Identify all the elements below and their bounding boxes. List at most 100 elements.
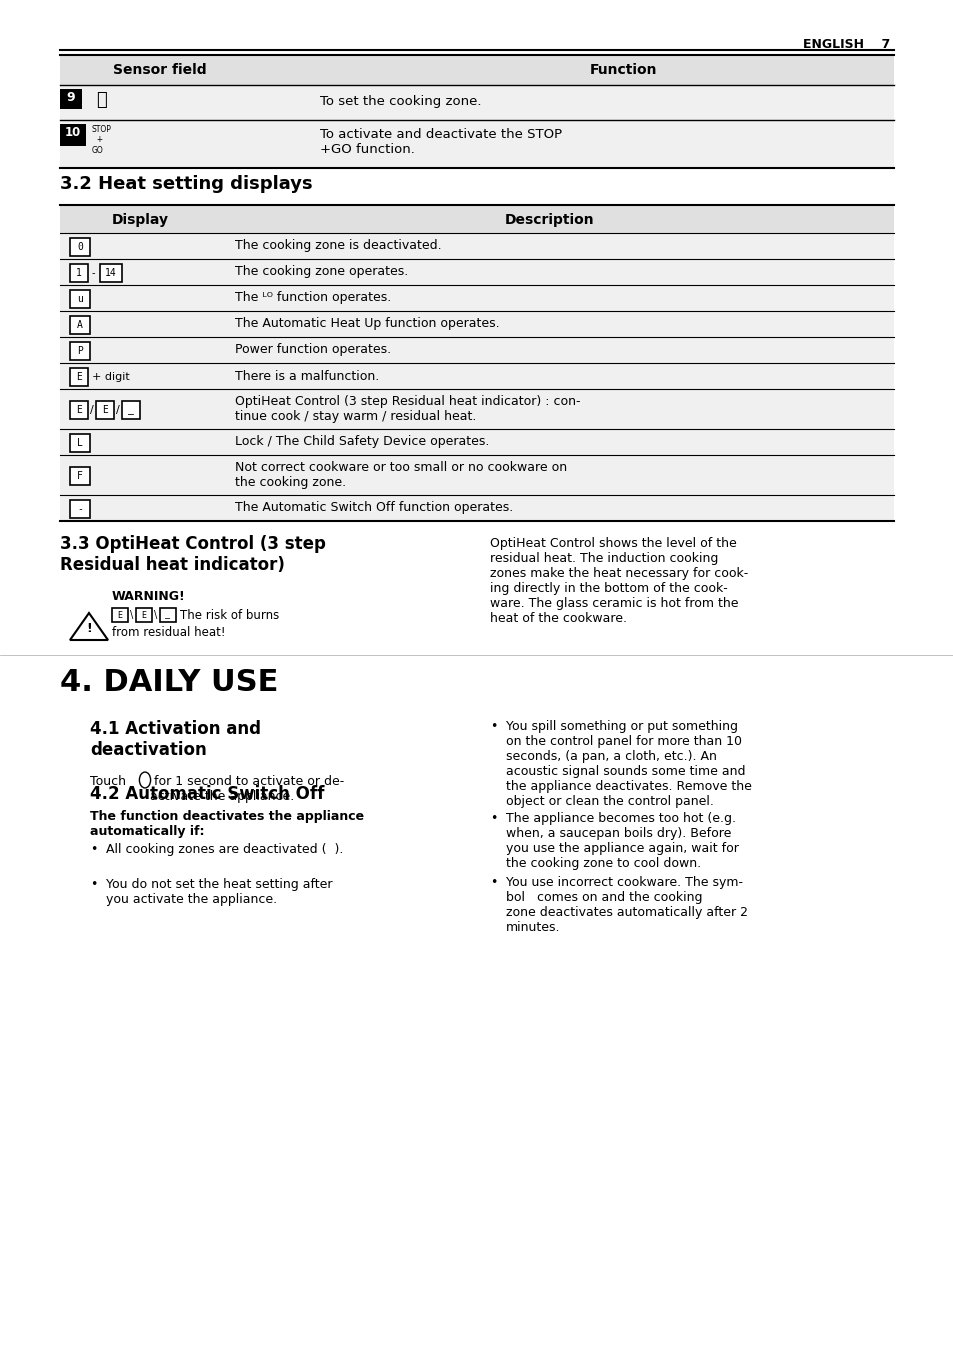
Circle shape xyxy=(139,772,151,788)
Bar xyxy=(60,124,86,146)
Text: !: ! xyxy=(86,622,91,634)
Text: -: - xyxy=(91,268,95,279)
FancyBboxPatch shape xyxy=(70,368,88,387)
Text: STOP
  +
GO: STOP + GO xyxy=(91,124,112,154)
FancyBboxPatch shape xyxy=(70,434,90,452)
FancyBboxPatch shape xyxy=(70,238,90,256)
Text: E: E xyxy=(76,406,82,415)
Text: F: F xyxy=(77,470,83,481)
Bar xyxy=(60,337,893,362)
FancyBboxPatch shape xyxy=(70,466,90,485)
Bar xyxy=(60,233,893,260)
Text: 14: 14 xyxy=(105,268,117,279)
Text: Sensor field: Sensor field xyxy=(113,64,207,77)
Text: 4. DAILY USE: 4. DAILY USE xyxy=(60,668,278,698)
Text: Not correct cookware or too small or no cookware on
the cooking zone.: Not correct cookware or too small or no … xyxy=(234,461,566,489)
Bar xyxy=(60,311,893,337)
Text: \: \ xyxy=(130,610,133,621)
Text: The risk of burns: The risk of burns xyxy=(180,608,279,622)
Text: •: • xyxy=(90,844,97,856)
Text: WARNING!: WARNING! xyxy=(112,589,186,603)
Text: The function deactivates the appliance
automatically if:: The function deactivates the appliance a… xyxy=(90,810,364,838)
Text: •: • xyxy=(490,813,497,825)
FancyBboxPatch shape xyxy=(160,608,175,622)
Text: All cooking zones are deactivated (  ).: All cooking zones are deactivated ( ). xyxy=(106,844,343,856)
FancyBboxPatch shape xyxy=(136,608,152,622)
FancyBboxPatch shape xyxy=(70,264,88,283)
Text: \: \ xyxy=(153,610,157,621)
Text: ⏱: ⏱ xyxy=(96,91,107,110)
Text: The appliance becomes too hot (e.g.
when, a saucepan boils dry). Before
you use : The appliance becomes too hot (e.g. when… xyxy=(505,813,739,869)
FancyBboxPatch shape xyxy=(70,289,90,308)
Bar xyxy=(60,495,893,521)
Text: L: L xyxy=(77,438,83,448)
Text: Touch: Touch xyxy=(90,775,130,788)
Text: u: u xyxy=(77,293,83,304)
Text: /: / xyxy=(116,406,120,415)
Text: from residual heat!: from residual heat! xyxy=(112,626,225,639)
Bar xyxy=(60,206,893,233)
Bar xyxy=(60,389,893,429)
FancyBboxPatch shape xyxy=(100,264,122,283)
Text: The cooking zone operates.: The cooking zone operates. xyxy=(234,265,408,279)
FancyBboxPatch shape xyxy=(70,500,90,518)
FancyBboxPatch shape xyxy=(112,608,128,622)
FancyBboxPatch shape xyxy=(70,342,90,360)
Bar xyxy=(60,456,893,495)
FancyBboxPatch shape xyxy=(70,316,90,334)
Text: Power function operates.: Power function operates. xyxy=(234,343,391,357)
Text: /: / xyxy=(90,406,93,415)
Text: Lock / The Child Safety Device operates.: Lock / The Child Safety Device operates. xyxy=(234,435,489,449)
Text: 0: 0 xyxy=(77,242,83,251)
Text: To set the cooking zone.: To set the cooking zone. xyxy=(319,95,481,108)
Bar xyxy=(60,85,893,120)
Text: The Automatic Heat Up function operates.: The Automatic Heat Up function operates. xyxy=(234,318,499,330)
Bar xyxy=(60,285,893,311)
Text: E: E xyxy=(102,406,108,415)
Text: Function: Function xyxy=(589,64,657,77)
Text: A: A xyxy=(77,320,83,330)
Text: You use incorrect cookware. The sym-
bol   comes on and the cooking
zone deactiv: You use incorrect cookware. The sym- bol… xyxy=(505,876,747,934)
Text: •: • xyxy=(90,877,97,891)
Polygon shape xyxy=(70,612,108,639)
FancyBboxPatch shape xyxy=(122,402,140,419)
Text: 4.2 Automatic Switch Off: 4.2 Automatic Switch Off xyxy=(90,786,324,803)
Text: P: P xyxy=(77,346,83,356)
Text: You spill something or put something
on the control panel for more than 10
secon: You spill something or put something on … xyxy=(505,721,751,808)
Text: + digit: + digit xyxy=(91,372,130,383)
Text: 9: 9 xyxy=(67,91,75,104)
Text: -: - xyxy=(77,504,83,514)
Text: To activate and deactivate the STOP
+GO function.: To activate and deactivate the STOP +GO … xyxy=(319,128,561,155)
Bar xyxy=(60,260,893,285)
Text: The ᴸᴼ function operates.: The ᴸᴼ function operates. xyxy=(234,292,391,304)
FancyBboxPatch shape xyxy=(96,402,113,419)
Bar xyxy=(60,120,893,168)
Bar xyxy=(60,429,893,456)
Text: Description: Description xyxy=(505,214,594,227)
FancyBboxPatch shape xyxy=(70,402,88,419)
Text: There is a malfunction.: There is a malfunction. xyxy=(234,369,379,383)
Text: The cooking zone is deactivated.: The cooking zone is deactivated. xyxy=(234,239,441,253)
Text: You do not set the heat setting after
you activate the appliance.: You do not set the heat setting after yo… xyxy=(106,877,333,906)
Text: 10: 10 xyxy=(65,126,81,139)
Text: E: E xyxy=(117,611,122,619)
Bar xyxy=(60,362,893,389)
Text: 4.1 Activation and
deactivation: 4.1 Activation and deactivation xyxy=(90,721,261,758)
Text: OptiHeat Control (3 step Residual heat indicator) : con-
tinue cook / stay warm : OptiHeat Control (3 step Residual heat i… xyxy=(234,395,579,423)
Bar xyxy=(60,89,82,110)
Text: OptiHeat Control shows the level of the
residual heat. The induction cooking
zon: OptiHeat Control shows the level of the … xyxy=(490,537,747,625)
Text: for 1 second to activate or de-
activate the appliance.: for 1 second to activate or de- activate… xyxy=(150,775,344,803)
Text: _: _ xyxy=(128,406,133,415)
Text: 3.2 Heat setting displays: 3.2 Heat setting displays xyxy=(60,174,313,193)
Text: 1: 1 xyxy=(76,268,82,279)
Text: •: • xyxy=(490,721,497,733)
Bar xyxy=(60,55,893,85)
Text: E: E xyxy=(76,372,82,383)
Text: E: E xyxy=(141,611,147,619)
Text: ENGLISH    7: ENGLISH 7 xyxy=(801,38,889,51)
Text: 3.3 OptiHeat Control (3 step
Residual heat indicator): 3.3 OptiHeat Control (3 step Residual he… xyxy=(60,535,326,573)
Text: Display: Display xyxy=(112,214,169,227)
Text: The Automatic Switch Off function operates.: The Automatic Switch Off function operat… xyxy=(234,502,513,515)
Text: •: • xyxy=(490,876,497,890)
Text: _: _ xyxy=(165,611,171,619)
